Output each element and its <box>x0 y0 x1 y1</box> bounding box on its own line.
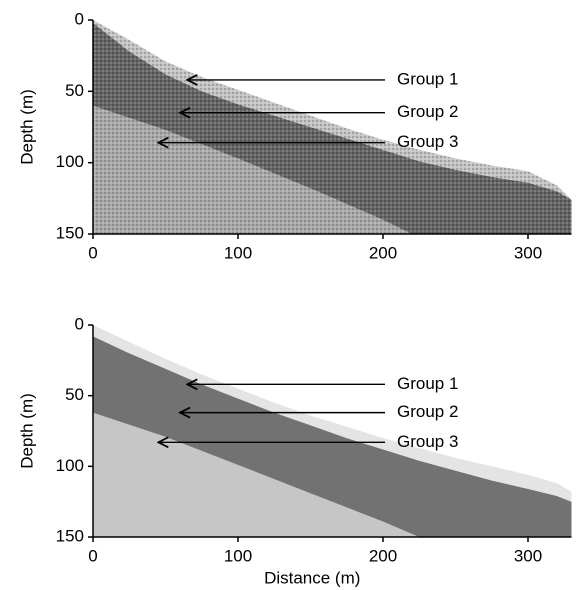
layer <box>93 325 572 502</box>
layer <box>93 412 420 537</box>
annotation-label: Group 1 <box>397 69 458 88</box>
layer-texture <box>93 20 572 200</box>
annotation-label: Group 1 <box>397 374 458 393</box>
annotation-label: Group 3 <box>397 132 458 151</box>
annotation-label: Group 2 <box>397 102 458 121</box>
y-axis-label: Depth (m) <box>17 89 36 165</box>
y-tick-label: 150 <box>56 526 84 545</box>
y-tick-label: 150 <box>56 223 84 242</box>
annotation-label: Group 3 <box>397 432 458 451</box>
x-tick-label: 0 <box>88 243 97 262</box>
layer-texture <box>93 105 412 234</box>
y-tick-label: 50 <box>65 385 84 404</box>
x-tick-label: 200 <box>369 546 397 565</box>
y-tick-label: 100 <box>56 456 84 475</box>
x-axis-label: Distance (m) <box>264 568 360 587</box>
x-tick-label: 0 <box>88 546 97 565</box>
y-tick-label: 50 <box>65 81 84 100</box>
x-tick-label: 300 <box>514 546 542 565</box>
y-tick-label: 0 <box>75 9 84 28</box>
y-axis-label: Depth (m) <box>17 393 36 469</box>
x-tick-label: 300 <box>514 243 542 262</box>
x-tick-label: 200 <box>369 243 397 262</box>
x-tick-label: 100 <box>224 546 252 565</box>
y-tick-label: 0 <box>75 314 84 333</box>
y-tick-label: 100 <box>56 152 84 171</box>
x-tick-label: 100 <box>224 243 252 262</box>
annotation-label: Group 2 <box>397 402 458 421</box>
